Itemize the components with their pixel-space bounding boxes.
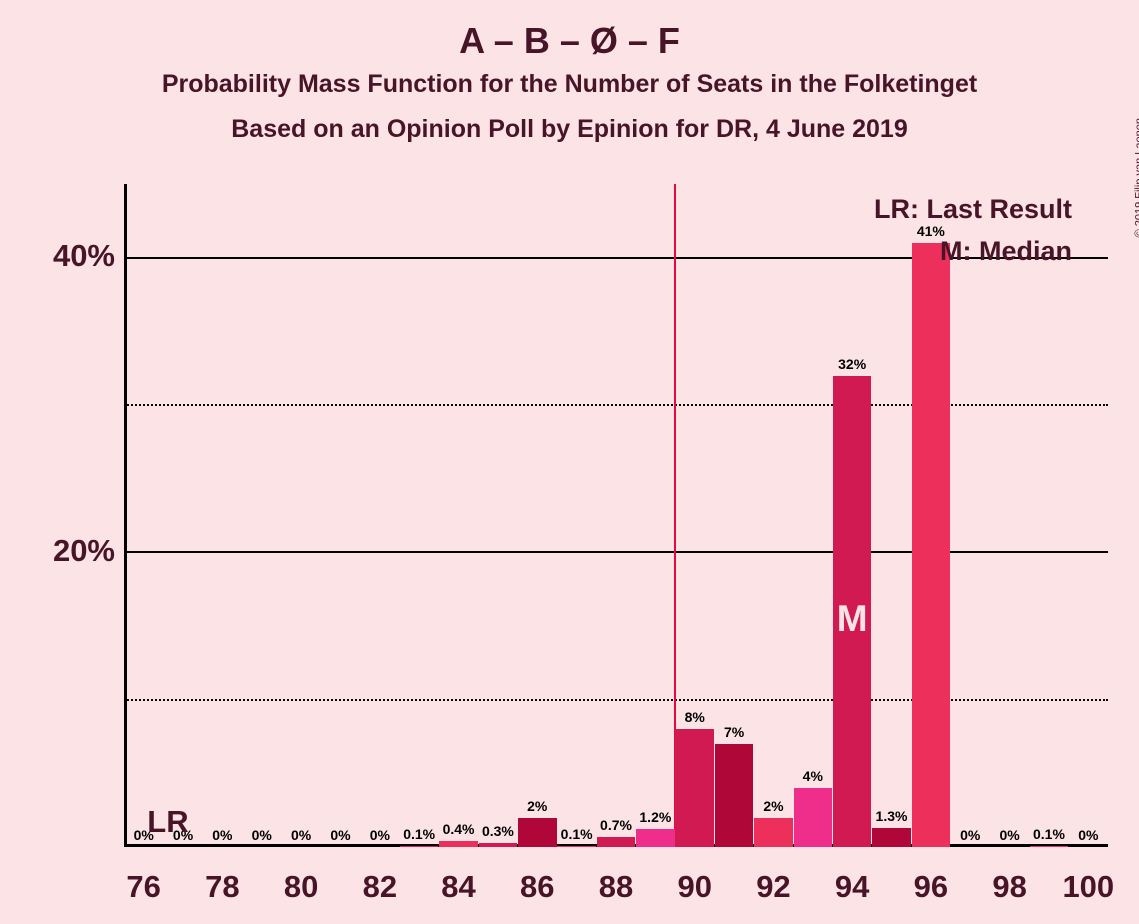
x-tick-label: 76	[104, 869, 184, 905]
bar-value-label: 32%	[822, 356, 882, 372]
x-tick-label: 82	[340, 869, 420, 905]
gridline-minor	[124, 404, 1108, 406]
bar	[754, 818, 793, 847]
bar	[636, 829, 675, 847]
median-marker: M	[833, 598, 872, 640]
y-tick-label: 40%	[5, 238, 115, 274]
bar	[400, 846, 439, 847]
gridline-minor	[124, 699, 1108, 701]
legend-median: M: Median	[940, 236, 1072, 267]
chart-title: A – B – Ø – F	[0, 20, 1139, 62]
x-tick-label: 78	[182, 869, 262, 905]
bar	[557, 846, 596, 847]
bar	[872, 828, 911, 847]
plot-area: 0%0%0%0%0%0%0%0.1%0.4%0.3%2%0.1%0.7%1.2%…	[124, 184, 1108, 847]
x-tick-label: 80	[261, 869, 341, 905]
x-tick-label: 100	[1048, 869, 1128, 905]
y-tick-label: 20%	[5, 533, 115, 569]
bar	[675, 729, 714, 847]
bar	[715, 744, 754, 847]
legend-last-result: LR: Last Result	[874, 194, 1072, 225]
chart-subtitle-1: Probability Mass Function for the Number…	[0, 70, 1139, 99]
x-tick-label: 84	[419, 869, 499, 905]
bar-value-label: 8%	[665, 709, 725, 725]
x-tick-label: 94	[812, 869, 892, 905]
x-tick-label: 92	[733, 869, 813, 905]
x-tick-label: 88	[576, 869, 656, 905]
bar	[597, 837, 636, 847]
chart-subtitle-2: Based on an Opinion Poll by Epinion for …	[0, 115, 1139, 144]
lr-marker: LR	[147, 804, 188, 840]
bar	[912, 243, 951, 847]
copyright-text: © 2019 Filip van Laenen	[1133, 118, 1139, 237]
bar-value-label: 7%	[704, 724, 764, 740]
x-tick-label: 90	[655, 869, 735, 905]
bar	[479, 843, 518, 847]
bar	[794, 788, 833, 847]
bar	[439, 841, 478, 847]
x-tick-label: 96	[891, 869, 971, 905]
gridline-major	[124, 551, 1108, 553]
bar-value-label: 2%	[507, 798, 567, 814]
y-axis	[124, 184, 127, 847]
bar-value-label: 0%	[1058, 827, 1118, 843]
bar	[1030, 846, 1069, 847]
x-tick-label: 86	[497, 869, 577, 905]
x-tick-label: 98	[970, 869, 1050, 905]
